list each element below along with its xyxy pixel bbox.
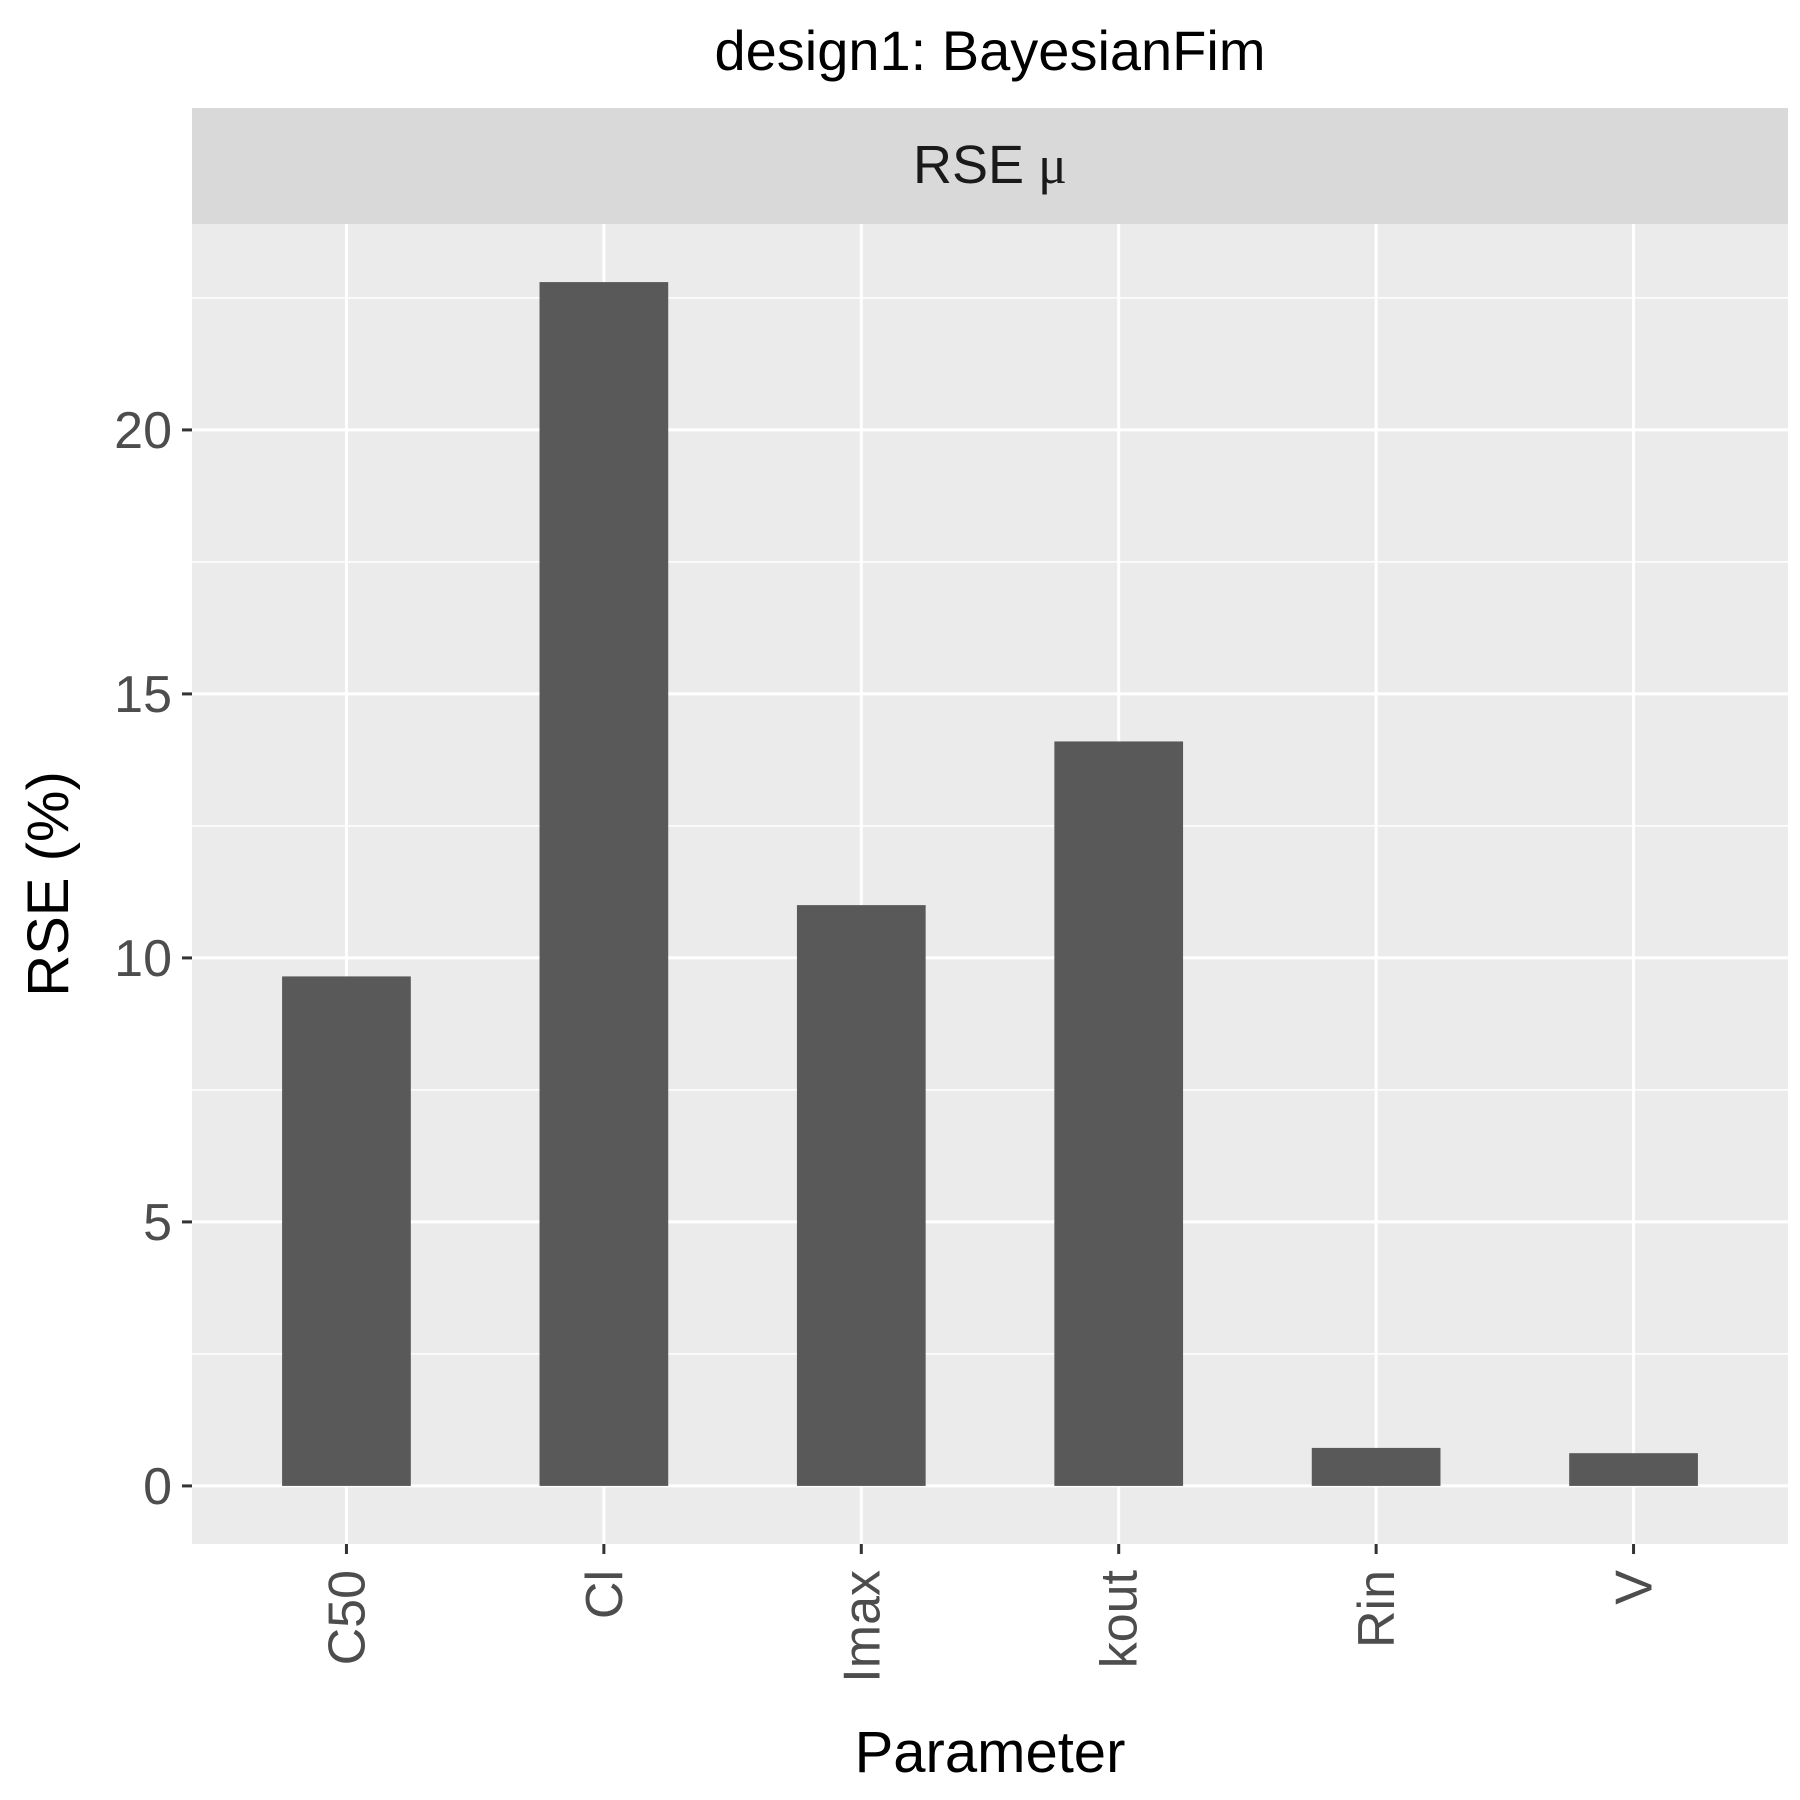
bar-cl [539, 282, 669, 1486]
x-tick-label-kout: kout [1091, 1569, 1149, 1668]
y-tick-label: 20 [114, 402, 172, 460]
x-tick-label-rin: Rin [1348, 1570, 1406, 1648]
bar-kout [1054, 741, 1184, 1486]
x-tick-label-c50: C50 [318, 1570, 376, 1665]
minor-gridlines [192, 297, 1788, 1355]
y-tick-label: 5 [143, 1194, 172, 1252]
facet-strip-label: RSE μ [913, 135, 1067, 195]
y-tick-label: 10 [114, 930, 172, 988]
bar-imax [796, 905, 926, 1486]
bar-v [1569, 1453, 1698, 1486]
x-tick-label-imax: Imax [833, 1570, 891, 1683]
bar-c50 [282, 976, 411, 1486]
facet-label-text: RSE [913, 135, 1024, 195]
y-axis: 0 5 10 15 20 [114, 402, 192, 1516]
y-tick-label: 0 [143, 1458, 172, 1516]
bar-rin [1311, 1447, 1441, 1486]
y-tick-label: 15 [114, 666, 172, 724]
facet-strip [192, 108, 1788, 224]
chart-title: design1: BayesianFim [715, 19, 1266, 82]
plot-panel [192, 224, 1788, 1544]
x-tick-label-v: V [1606, 1570, 1664, 1605]
y-axis-title: RSE (%) [16, 771, 81, 997]
facet-label-symbol: μ [1038, 135, 1067, 195]
x-tick-label-cl: Cl [576, 1570, 634, 1619]
x-axis-title: Parameter [855, 1720, 1126, 1785]
bars [282, 282, 1698, 1486]
x-axis: C50 Cl Imax kout Rin V [318, 1544, 1664, 1683]
